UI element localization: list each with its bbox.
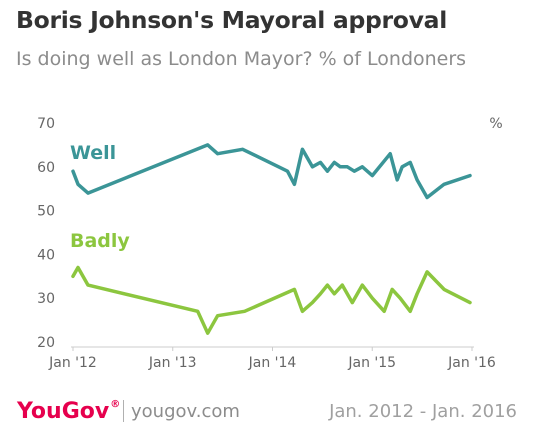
x-tick-label: Jan '14 <box>248 355 297 371</box>
date-range: Jan. 2012 - Jan. 2016 <box>329 401 517 422</box>
footer-divider <box>123 400 124 422</box>
y-unit-label: % <box>489 116 502 132</box>
y-tick-label: 30 <box>37 291 55 307</box>
website-link[interactable]: yougov.com <box>131 401 240 422</box>
y-tick-label: 70 <box>37 116 55 132</box>
brand-mark: ® <box>110 399 121 410</box>
chart-subtitle: Is doing well as London Mayor? % of Lond… <box>16 48 467 70</box>
brand-name: YouGov <box>17 399 110 424</box>
y-tick-label: 50 <box>37 204 55 220</box>
series-label-well: Well <box>70 142 116 164</box>
yougov-logo: YouGov® <box>17 399 120 424</box>
series-line-well <box>71 143 472 200</box>
series-label-badly: Badly <box>70 230 130 252</box>
line-chart: 20 30 40 50 60 70 % Jan '12 Jan '13 Jan '14 Jan '1… <box>37 116 502 371</box>
y-tick-label: 20 <box>37 335 55 351</box>
series-line-badly <box>71 265 472 335</box>
x-tick-label: Jan '16 <box>447 355 496 371</box>
y-tick-label: 60 <box>37 160 55 176</box>
footer: YouGov® yougov.com Jan. 2012 - Jan. 2016 <box>0 392 533 432</box>
x-tick-label: Jan '15 <box>347 355 396 371</box>
x-tick-label: Jan '12 <box>48 355 97 371</box>
chart-title: Boris Johnson's Mayoral approval <box>16 6 447 34</box>
y-tick-label: 40 <box>37 247 55 263</box>
x-tick-label: Jan '13 <box>148 355 197 371</box>
